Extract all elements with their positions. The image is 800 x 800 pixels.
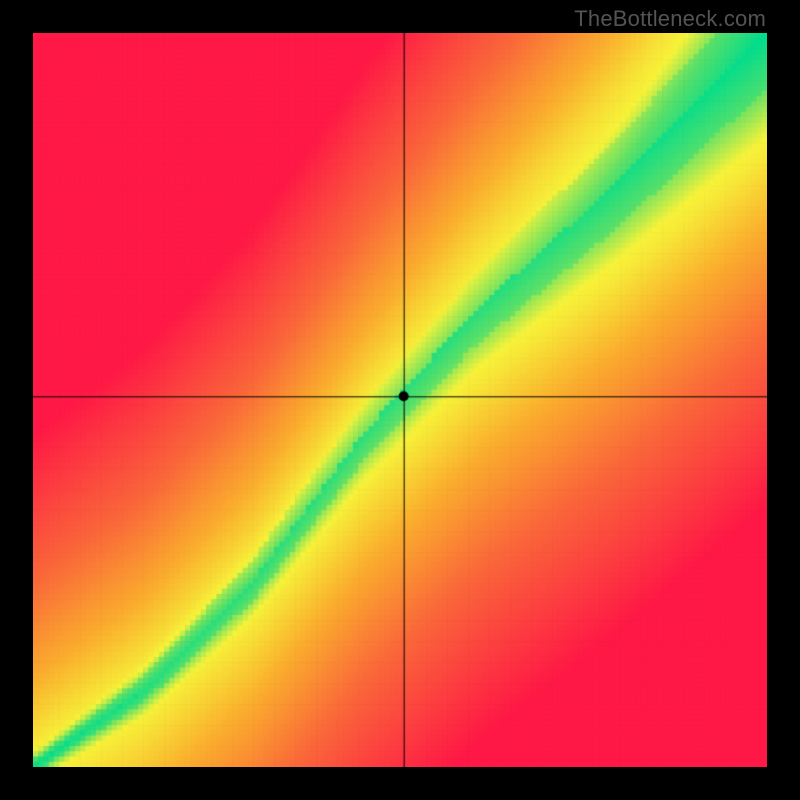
heatmap-canvas: [33, 33, 767, 767]
watermark-text: TheBottleneck.com: [574, 6, 766, 32]
heatmap-plot: [33, 33, 767, 767]
